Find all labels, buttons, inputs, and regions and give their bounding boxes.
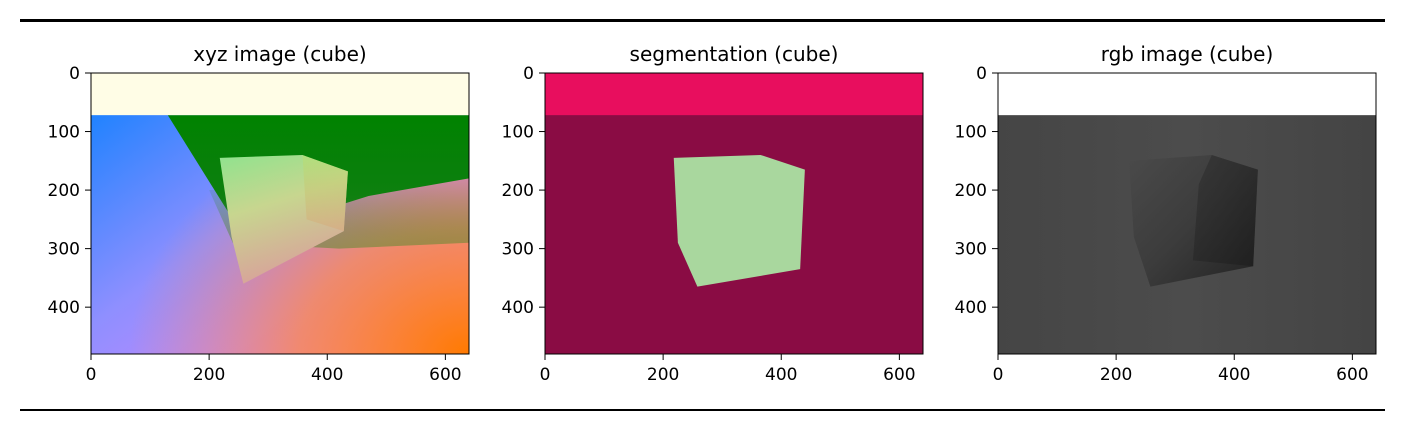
x-tick-label: 200	[193, 365, 225, 385]
sky-region	[545, 73, 923, 116]
cube	[673, 154, 805, 287]
axes-frame	[544, 72, 924, 355]
y-tick-label: 0	[976, 64, 987, 84]
sky-region	[998, 73, 1376, 116]
x-tick-label: 600	[429, 365, 461, 385]
x-tick-label: 600	[883, 365, 915, 385]
x-tick-label: 200	[1100, 365, 1132, 385]
y-tick-label: 0	[523, 64, 534, 84]
y-tick-label: 200	[48, 181, 80, 201]
cube-right-face	[302, 154, 348, 232]
image-3	[998, 73, 1376, 354]
sky-region	[91, 73, 469, 116]
y-tick-label: 200	[502, 181, 534, 201]
y-tick-label: 100	[502, 123, 534, 143]
bottom-rule	[20, 409, 1385, 411]
panel-1: xyz image (cube) 0 200 400 600 0 100 200 300 400	[48, 42, 470, 385]
panel-2: segmentation (cube) 0 200 400 600 0 100 200 300 4…	[502, 42, 924, 385]
y-tick-label: 100	[955, 123, 987, 143]
x-tick-label: 400	[1218, 365, 1250, 385]
x-tick-label: 0	[540, 365, 551, 385]
y-tick-label: 400	[502, 298, 534, 318]
y-tick-label: 300	[502, 240, 534, 260]
x-tick-label: 0	[993, 365, 1004, 385]
top-rule	[20, 19, 1385, 22]
panel-title: segmentation (cube)	[630, 42, 839, 66]
panel-3: rgb image (cube) 0 200 400 600 0 100 200 300 400	[955, 42, 1377, 385]
y-tick-label: 0	[69, 64, 80, 84]
image-2	[545, 73, 923, 354]
panel-title: rgb image (cube)	[1101, 42, 1274, 66]
y-tick-label: 100	[48, 123, 80, 143]
x-tick-label: 400	[311, 365, 343, 385]
y-tick-label: 200	[955, 181, 987, 201]
image-1	[91, 73, 469, 354]
panel-title: xyz image (cube)	[193, 42, 366, 66]
x-tick-label: 400	[765, 365, 797, 385]
x-tick-label: 200	[647, 365, 679, 385]
y-tick-label: 400	[955, 298, 987, 318]
cube-right-face	[1192, 154, 1258, 267]
y-tick-label: 400	[48, 298, 80, 318]
x-tick-label: 0	[86, 365, 97, 385]
x-tick-label: 600	[1336, 365, 1368, 385]
y-tick-label: 300	[955, 240, 987, 260]
y-tick-label: 300	[48, 240, 80, 260]
axes-frame	[90, 72, 470, 355]
axes-frame	[997, 72, 1377, 355]
